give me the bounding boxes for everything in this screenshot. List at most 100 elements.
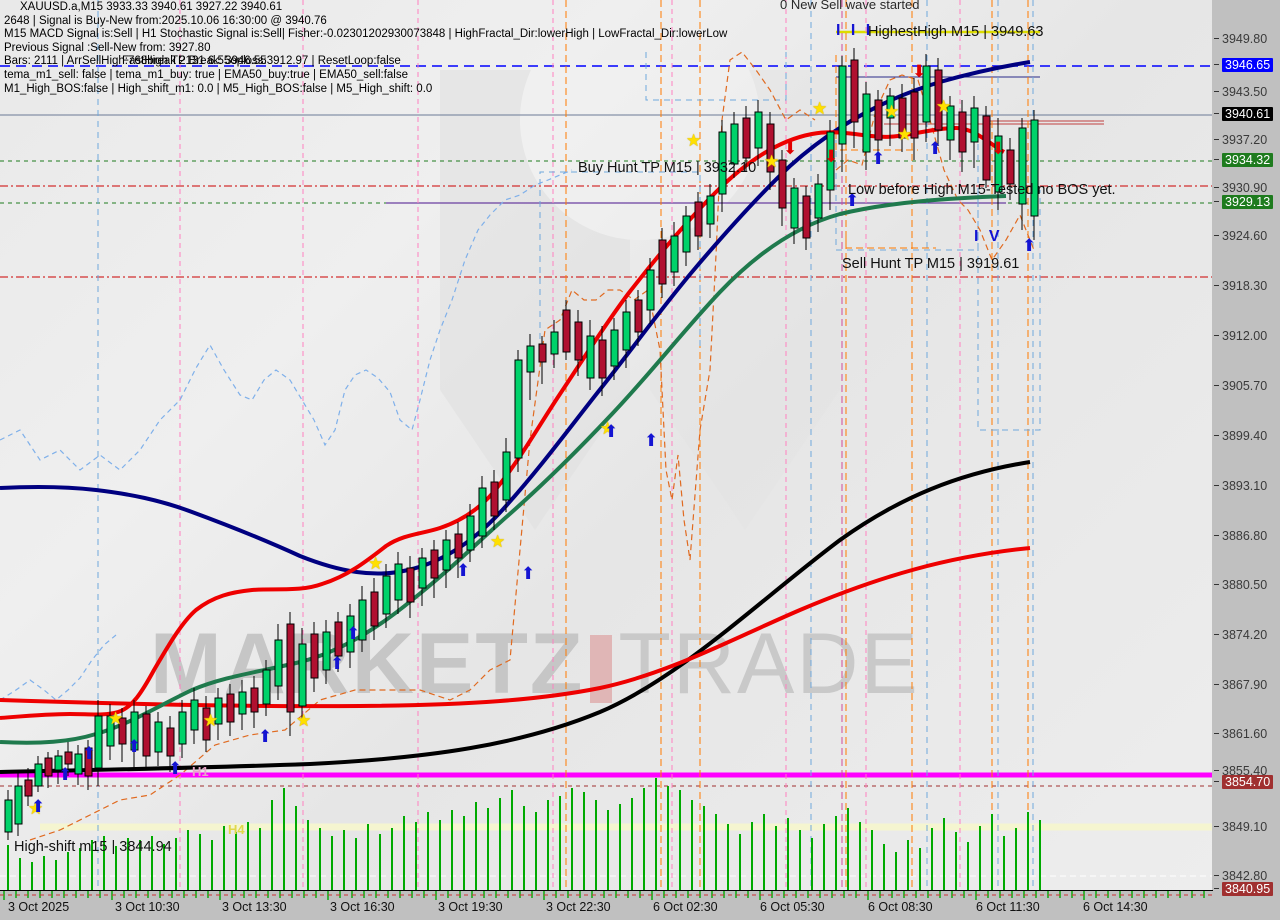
tick-dash	[1214, 733, 1219, 734]
price-tick-sl: 3854.70	[1212, 775, 1280, 791]
buy-arrow-icon: ⬆	[1022, 236, 1037, 255]
tick-label: 3946.65	[1222, 58, 1274, 72]
tick-dash	[1214, 826, 1219, 827]
time-tick-label: 6 Oct 05:30	[760, 900, 825, 914]
watermark-suffix: TRADE	[618, 616, 920, 712]
tick-dash	[1214, 38, 1219, 39]
time-tick-label: 3 Oct 10:30	[115, 900, 180, 914]
star-marker: ★	[490, 532, 506, 551]
buy-arrow-icon: ⬆	[168, 759, 183, 778]
price-tick-bid: 3946.65	[1212, 58, 1280, 74]
tick-label: 3924.60	[1222, 229, 1268, 243]
annotation-low-before-high: Low before High M15-Tested no BOS yet.	[848, 182, 1116, 198]
tick-dash	[1214, 485, 1219, 486]
tick-dash	[1214, 435, 1219, 436]
oscillator-line	[0, 169, 573, 701]
tick-label: 3934.32	[1222, 153, 1274, 167]
tick-dash	[1214, 201, 1219, 202]
time-tick-label: 6 Oct 14:30	[1083, 900, 1148, 914]
time-tick-label: 3 Oct 13:30	[222, 900, 287, 914]
price-tick-tp: 3929.13	[1212, 195, 1280, 211]
buy-arrow-icon: ⬆	[127, 737, 142, 756]
price-scale[interactable]: 3949.80 3946.65 3943.50 3940.61 3937.20 3934.…	[1212, 0, 1280, 896]
price-tick-plain: 3893.10	[1212, 479, 1280, 495]
price-tick-plain: 3943.50	[1212, 85, 1280, 101]
tema-ema-line: tema_m1_sell: false | tema_m1_buy: true …	[4, 68, 408, 81]
price-tick-plain: 3842.80	[1212, 869, 1280, 885]
tick-dash	[1214, 770, 1219, 771]
buy-arrow-icon: ⬆	[58, 765, 73, 784]
tick-dash	[1214, 385, 1219, 386]
tick-label: 3849.10	[1222, 820, 1268, 834]
tick-dash	[1214, 875, 1219, 876]
annotation-high-shift-m15: High-shift m15 | 3844.94	[14, 839, 172, 855]
time-tick-label: 6 Oct 08:30	[868, 900, 933, 914]
tick-label: 3899.40	[1222, 429, 1268, 443]
timeframe-label-h4: H4	[228, 822, 245, 837]
annotation-buy-hunt-tp: Buy Hunt TP M15 | 3932.10	[578, 160, 757, 176]
time-tick-label: 3 Oct 2025	[8, 900, 70, 914]
tick-label: 3949.80	[1222, 32, 1268, 46]
bos-shift-line: M1_High_BOS:false | High_shift_m1: 0.0 |…	[4, 82, 433, 95]
sell-arrow-icon: ⬇	[824, 147, 839, 166]
buy-arrow-icon: ⬆	[644, 431, 659, 450]
tick-dash	[1214, 888, 1219, 889]
time-scale[interactable]: 3 Oct 2025 3 Oct 10:30 3 Oct 13:30 3 Oct 16…	[0, 890, 1212, 920]
tick-dash	[1214, 139, 1219, 140]
structure-boxes	[539, 52, 1041, 431]
star-marker: ★	[108, 709, 124, 728]
buy-arrow-icon: ⬆	[845, 191, 860, 210]
ema-green	[0, 194, 1007, 745]
tick-dash	[1214, 781, 1219, 782]
previous-signal-line: Previous Signal :Sell-New from: 3927.80	[4, 41, 211, 54]
tick-dash	[1214, 634, 1219, 635]
price-tick-plain: 3918.30	[1212, 279, 1280, 295]
price-tick-plain: 3930.90	[1212, 181, 1280, 197]
candlestick-series	[4, 48, 1039, 840]
star-marker: ★	[203, 711, 219, 730]
symbol-ohlc-line: XAUUSD.a,M15 3933.33 3940.61 3927.22 394…	[20, 1, 283, 13]
annotation-sell-hunt-tp: Sell Hunt TP M15 | 3919.61	[842, 256, 1020, 272]
tick-label: 3874.20	[1222, 628, 1268, 642]
tick-dash	[1214, 235, 1219, 236]
bars-line: Bars: 2111 | ArrSellHigh:768break 2131 6…	[4, 55, 401, 68]
price-tick-plain: 3855.40	[1212, 764, 1280, 780]
tick-label: 3886.80	[1222, 529, 1268, 543]
price-tick-plain: 3912.00	[1212, 329, 1280, 345]
annotation-new-sell-wave: 0 New Sell wave started	[780, 0, 920, 12]
tick-label: 3867.90	[1222, 678, 1268, 692]
tick-label: 3930.90	[1222, 181, 1268, 195]
sell-arrow-icon: ⬇	[783, 139, 798, 158]
time-tick-label: 6 Oct 02:30	[653, 900, 718, 914]
session-separators	[97, 0, 1034, 890]
macd-stochastic-line: M15 MACD Signal is:Sell | H1 Stochastic …	[4, 28, 728, 41]
price-tick-plain: 3905.70	[1212, 379, 1280, 395]
tick-dash	[1214, 584, 1219, 585]
price-tick-plain: 3924.60	[1212, 229, 1280, 245]
price-tick-plain: 3937.20	[1212, 133, 1280, 149]
star-marker: ★	[812, 99, 828, 118]
tick-dash	[1214, 535, 1219, 536]
tick-label: 3940.61	[1222, 107, 1274, 121]
sell-arrow-icon: ⬇	[991, 139, 1006, 158]
buy-arrow-icon: ⬆	[258, 727, 273, 746]
wave-iv-marker: I V	[974, 228, 1003, 245]
chart-plot-area[interactable]: MARKETZ TRADE	[0, 0, 1213, 891]
price-tick-ask: 3940.61	[1212, 107, 1280, 123]
tick-label: 3855.40	[1222, 764, 1268, 778]
buy-arrow-icon: ⬆	[82, 744, 97, 763]
star-marker: ★	[600, 419, 616, 438]
fractal-indicator	[29, 51, 1035, 841]
price-tick-plain: 3899.40	[1212, 429, 1280, 445]
signal-line: 2648 | Signal is Buy-New from:2025.10.06…	[4, 14, 327, 27]
price-tick-plain: 3874.20	[1212, 628, 1280, 644]
price-tick-tp: 3934.32	[1212, 153, 1280, 169]
tick-dash	[1214, 335, 1219, 336]
time-tick-label: 3 Oct 16:30	[330, 900, 395, 914]
price-tick-plain: 3861.60	[1212, 727, 1280, 743]
star-marker: ★	[296, 711, 312, 730]
price-tick-plain: 3949.80	[1212, 32, 1280, 48]
tick-label: 3937.20	[1222, 133, 1268, 147]
buy-arrow-icon: ⬆	[330, 654, 345, 673]
